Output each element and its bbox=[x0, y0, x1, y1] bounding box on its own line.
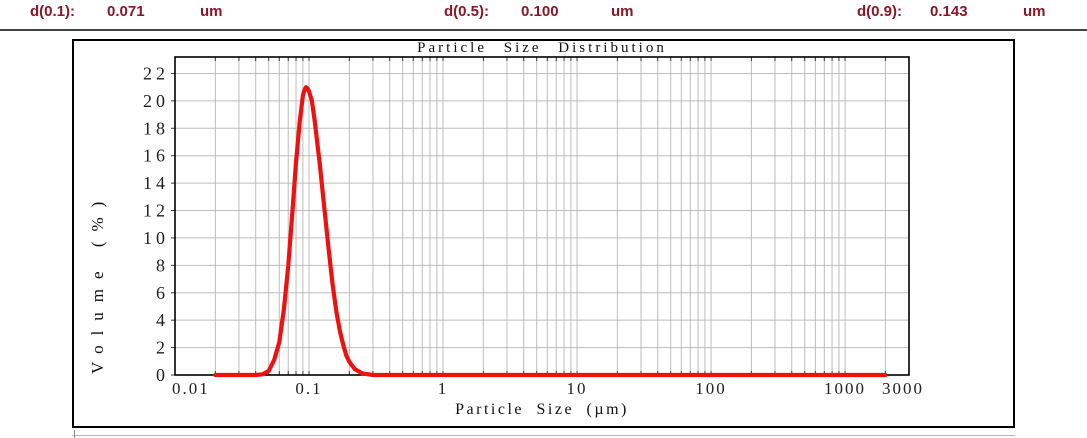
svg-text:10: 10 bbox=[567, 379, 588, 398]
svg-text:0: 0 bbox=[156, 365, 169, 385]
svg-text:3000: 3000 bbox=[882, 379, 924, 398]
d50-value: 0.100 bbox=[521, 3, 559, 20]
plot-border bbox=[174, 56, 910, 376]
d90-value: 0.143 bbox=[930, 3, 968, 20]
volume-curve bbox=[213, 85, 888, 378]
y-tick-labels: 0 2 4 6 8 10 12 14 16 18 20 22 bbox=[143, 63, 169, 385]
svg-text:100: 100 bbox=[695, 379, 727, 398]
svg-text:22: 22 bbox=[143, 63, 169, 83]
svg-text:2: 2 bbox=[156, 338, 169, 358]
d90-unit: um bbox=[1023, 3, 1046, 20]
chart-title: Particle Size Distribution bbox=[417, 40, 667, 56]
d10-unit: um bbox=[200, 3, 223, 20]
svg-text:8: 8 bbox=[156, 255, 169, 275]
svg-text:0.1: 0.1 bbox=[295, 379, 322, 398]
svg-text:12: 12 bbox=[143, 201, 169, 221]
d50-label: d(0.5): bbox=[444, 3, 489, 20]
d10-value: 0.071 bbox=[107, 3, 145, 20]
result-table-left-edge bbox=[74, 430, 75, 438]
d50-unit: um bbox=[611, 3, 634, 20]
svg-text:6: 6 bbox=[156, 283, 169, 303]
x-tick-labels: 0.01 0.1 1 10 100 1000 3000 bbox=[172, 379, 924, 398]
svg-text:4: 4 bbox=[156, 310, 169, 330]
svg-text:14: 14 bbox=[143, 173, 169, 193]
svg-text:16: 16 bbox=[143, 146, 169, 166]
grid-lines bbox=[175, 57, 909, 375]
tick-marks bbox=[171, 57, 886, 376]
d10-label: d(0.1): bbox=[30, 3, 75, 20]
svg-text:20: 20 bbox=[143, 91, 169, 111]
result-table-top-edge bbox=[72, 435, 1015, 436]
svg-text:10: 10 bbox=[143, 228, 169, 248]
x-axis-label: Particle Size (µm) bbox=[455, 401, 629, 418]
svg-text:0.01: 0.01 bbox=[172, 379, 210, 398]
d90-label: d(0.9): bbox=[857, 3, 902, 20]
chart-frame bbox=[72, 39, 1015, 428]
svg-text:1000: 1000 bbox=[824, 379, 866, 398]
svg-text:18: 18 bbox=[143, 118, 169, 138]
svg-text:1: 1 bbox=[438, 379, 449, 398]
header-divider-rule bbox=[0, 29, 1087, 31]
